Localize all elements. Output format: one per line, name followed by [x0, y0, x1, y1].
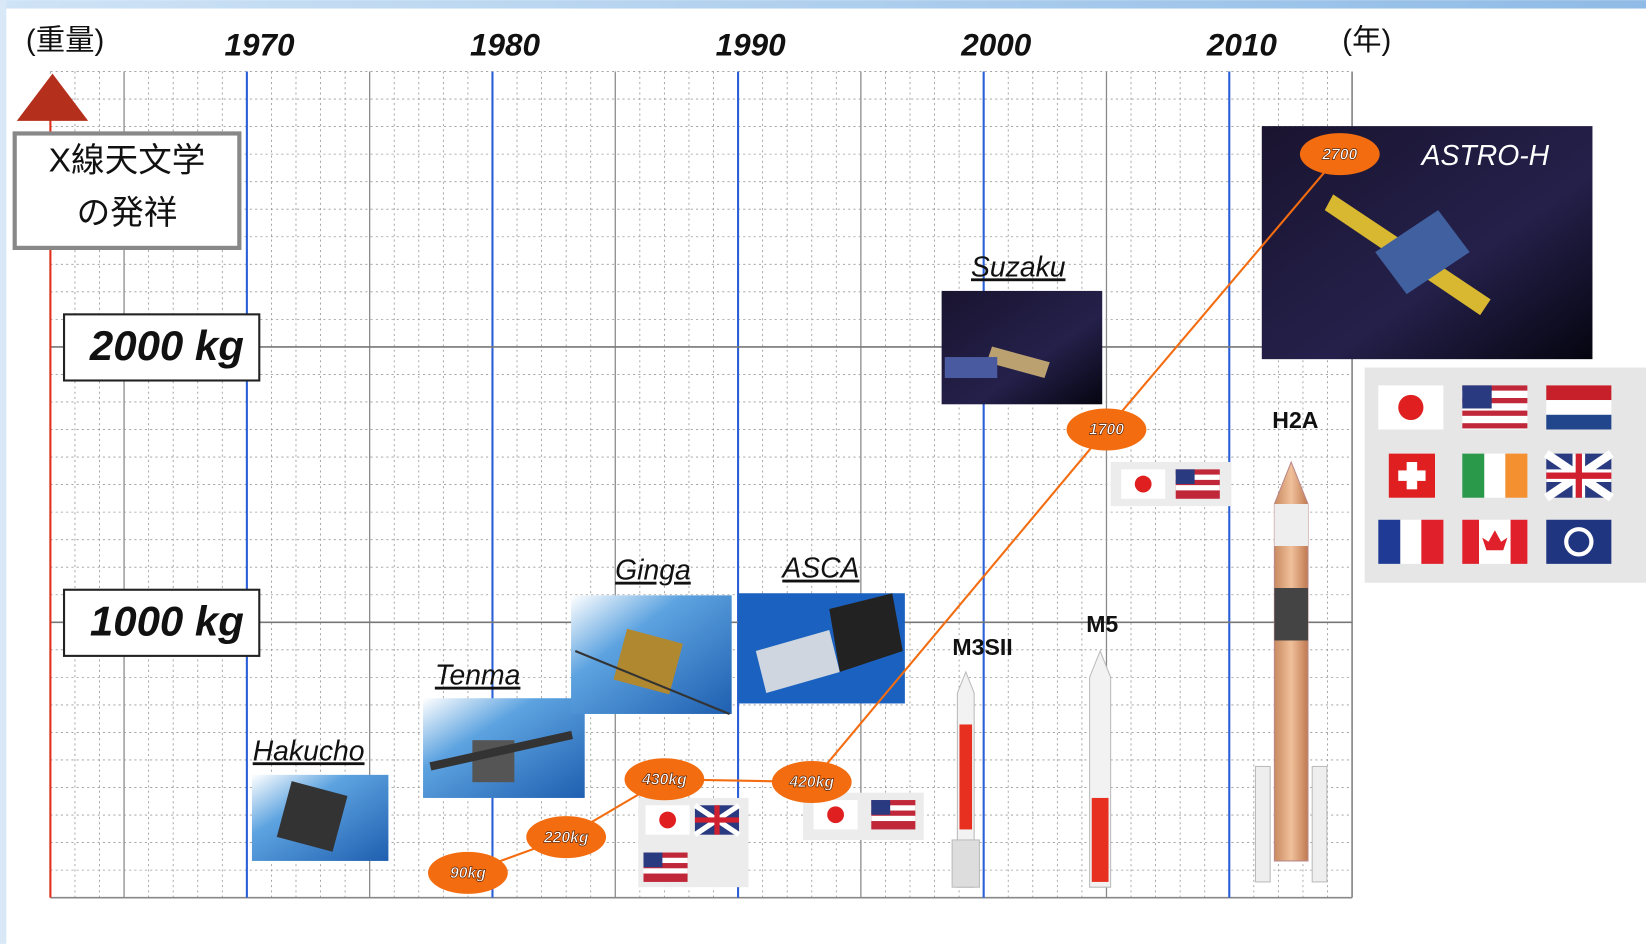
- point-marker: [624, 758, 705, 801]
- value-label: 220kg: [543, 829, 589, 846]
- value-label: 1700: [1089, 422, 1124, 439]
- point-marker: [1066, 408, 1147, 451]
- origin-note: の発祥: [77, 194, 178, 232]
- x-tick-label: 1980: [470, 27, 541, 63]
- value-label: 420kg: [788, 774, 834, 791]
- x-tick-label: 1990: [716, 27, 787, 63]
- point-marker: [428, 851, 508, 894]
- rocket-name: H2A: [1272, 407, 1319, 433]
- y-tick-label: 2000 kg: [89, 322, 244, 369]
- x-tick-label: 1970: [224, 27, 295, 63]
- origin-note: X線天文学: [49, 142, 206, 180]
- y-tick-box: [62, 313, 261, 382]
- axis-arrow: [16, 73, 89, 121]
- value-label: 430kg: [641, 771, 687, 788]
- satellite-name: ASCA: [780, 553, 859, 585]
- satellite-name: Tenma: [435, 660, 521, 692]
- satellite-name: Hakucho: [253, 735, 365, 767]
- satellite-name: ASTRO-H: [1420, 140, 1550, 172]
- left-band: [0, 0, 7, 944]
- rocket-name: M5: [1086, 611, 1118, 637]
- y-axis-label: (重量): [26, 24, 104, 57]
- top-band: [0, 0, 1646, 9]
- rockets: [951, 460, 1328, 888]
- origin-box: [12, 131, 242, 250]
- y-tick-box: [62, 588, 261, 657]
- value-label: 2700: [1321, 146, 1357, 163]
- x-tick-label: 2010: [1206, 27, 1278, 63]
- satellite-name: Suzaku: [971, 251, 1066, 283]
- suzaku-image: [941, 290, 1103, 405]
- x-axis-label: (年): [1342, 24, 1391, 57]
- value-label: 90kg: [450, 865, 486, 882]
- point-marker: [771, 761, 852, 804]
- flags: [638, 385, 1614, 888]
- pictures: [251, 126, 1646, 888]
- point-marker: [526, 816, 607, 859]
- y-tick-label: 1000 kg: [90, 597, 244, 644]
- satellite-name: Ginga: [615, 555, 691, 587]
- foreground: 1970 1980 1990 2000 2010 1000 kg 2000 kg 90kg 22…: [62, 27, 1550, 894]
- point-marker: [1299, 133, 1380, 176]
- x-tick-label: 2000: [960, 27, 1032, 63]
- rocket-name: M3SII: [952, 634, 1012, 660]
